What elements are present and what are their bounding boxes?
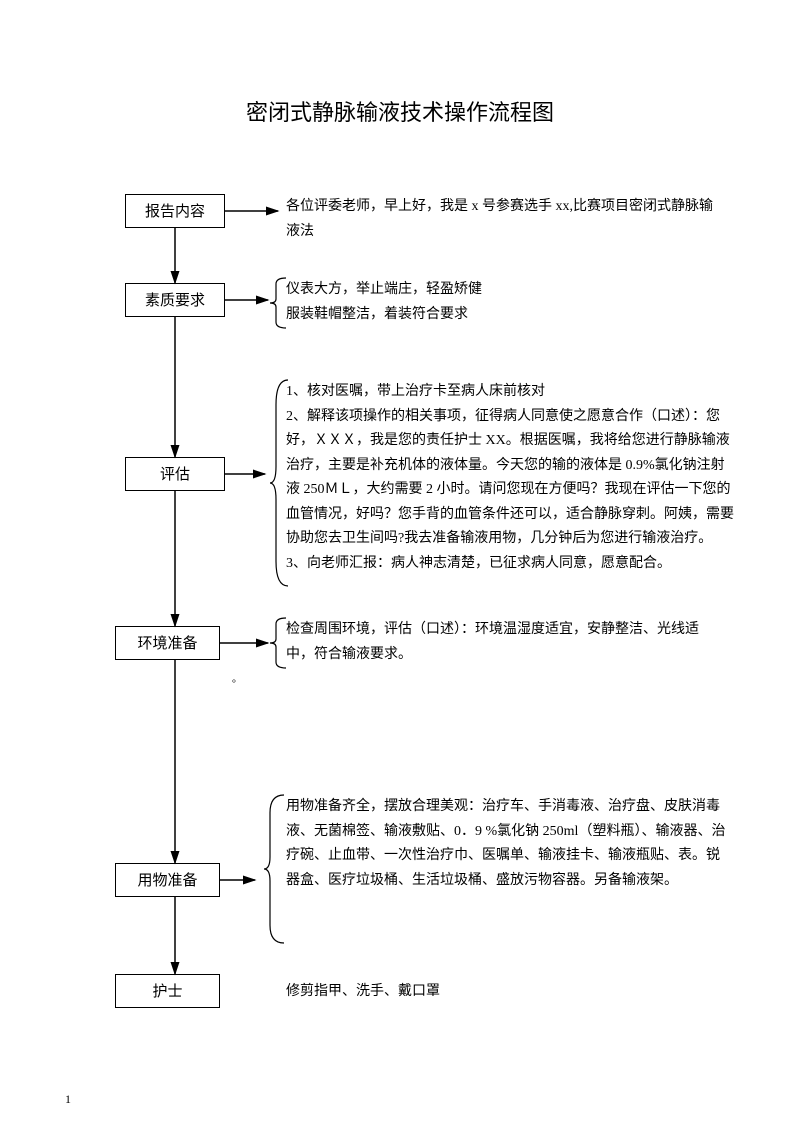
stray-mark: 。 <box>232 670 242 685</box>
connector-layer <box>0 0 800 1132</box>
page-number: 1 <box>65 1092 71 1107</box>
